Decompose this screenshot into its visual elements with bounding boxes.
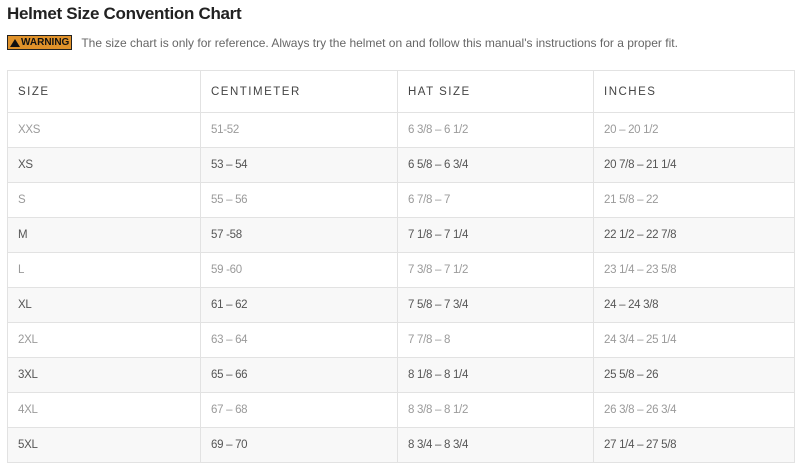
table-row: XXS 51-52 6 3/8 – 6 1/2 20 – 20 1/2 <box>7 112 795 148</box>
page-title: Helmet Size Convention Chart <box>7 4 242 23</box>
table-cell: 3XL <box>7 357 201 393</box>
table-row: 5XL 69 – 70 8 3/4 – 8 3/4 27 1/4 – 27 5/8 <box>7 427 795 463</box>
table-cell: 59 -60 <box>200 252 398 288</box>
table-cell: 6 3/8 – 6 1/2 <box>397 112 594 148</box>
table-cell: M <box>7 217 201 253</box>
table-cell: XL <box>7 287 201 323</box>
table-cell: 25 5/8 – 26 <box>593 357 795 393</box>
table-cell: S <box>7 182 201 218</box>
table-cell: 23 1/4 – 23 5/8 <box>593 252 795 288</box>
warning-badge-label: WARNING <box>21 37 70 48</box>
table-cell: 6 7/8 – 7 <box>397 182 594 218</box>
table-cell: 61 – 62 <box>200 287 398 323</box>
warning-notice: WARNING The size chart is only for refer… <box>7 35 678 50</box>
table-cell: 6 5/8 – 6 3/4 <box>397 147 594 183</box>
table-header-row: SIZE CENTIMETER HAT SIZE INCHES <box>7 70 795 113</box>
table-cell: XS <box>7 147 201 183</box>
table-cell: 20 – 20 1/2 <box>593 112 795 148</box>
warning-badge: WARNING <box>7 35 73 50</box>
table-cell: 67 – 68 <box>200 392 398 428</box>
table-row: 2XL 63 – 64 7 7/8 – 8 24 3/4 – 25 1/4 <box>7 322 795 358</box>
column-header: INCHES <box>593 70 795 113</box>
table-cell: 24 3/4 – 25 1/4 <box>593 322 795 358</box>
table-cell: L <box>7 252 201 288</box>
table-cell: XXS <box>7 112 201 148</box>
table-cell: 21 5/8 – 22 <box>593 182 795 218</box>
table-cell: 2XL <box>7 322 201 358</box>
table-cell: 7 1/8 – 7 1/4 <box>397 217 594 253</box>
table-cell: 53 – 54 <box>200 147 398 183</box>
table-row: L 59 -60 7 3/8 – 7 1/2 23 1/4 – 23 5/8 <box>7 252 795 288</box>
table-row: XL 61 – 62 7 5/8 – 7 3/4 24 – 24 3/8 <box>7 287 795 323</box>
table-cell: 5XL <box>7 427 201 463</box>
table-cell: 20 7/8 – 21 1/4 <box>593 147 795 183</box>
table-cell: 24 – 24 3/8 <box>593 287 795 323</box>
size-chart-table: SIZE CENTIMETER HAT SIZE INCHES XXS 51-52 6 3… <box>7 70 795 463</box>
table-row: S 55 – 56 6 7/8 – 7 21 5/8 – 22 <box>7 182 795 218</box>
column-header: SIZE <box>7 70 201 113</box>
table-cell: 7 3/8 – 7 1/2 <box>397 252 594 288</box>
warning-triangle-icon <box>10 38 20 47</box>
table-cell: 4XL <box>7 392 201 428</box>
table-cell: 7 5/8 – 7 3/4 <box>397 287 594 323</box>
column-header: CENTIMETER <box>200 70 398 113</box>
table-cell: 55 – 56 <box>200 182 398 218</box>
table-row: XS 53 – 54 6 5/8 – 6 3/4 20 7/8 – 21 1/4 <box>7 147 795 183</box>
table-cell: 8 3/4 – 8 3/4 <box>397 427 594 463</box>
table-cell: 7 7/8 – 8 <box>397 322 594 358</box>
table-cell: 63 – 64 <box>200 322 398 358</box>
table-row: 3XL 65 – 66 8 1/8 – 8 1/4 25 5/8 – 26 <box>7 357 795 393</box>
table-cell: 27 1/4 – 27 5/8 <box>593 427 795 463</box>
table-cell: 26 3/8 – 26 3/4 <box>593 392 795 428</box>
table-cell: 65 – 66 <box>200 357 398 393</box>
table-cell: 22 1/2 – 22 7/8 <box>593 217 795 253</box>
table-row: M 57 -58 7 1/8 – 7 1/4 22 1/2 – 22 7/8 <box>7 217 795 253</box>
column-header: HAT SIZE <box>397 70 594 113</box>
warning-text: The size chart is only for reference. Al… <box>81 35 678 50</box>
table-cell: 69 – 70 <box>200 427 398 463</box>
table-cell: 8 1/8 – 8 1/4 <box>397 357 594 393</box>
table-cell: 57 -58 <box>200 217 398 253</box>
table-row: 4XL 67 – 68 8 3/8 – 8 1/2 26 3/8 – 26 3/4 <box>7 392 795 428</box>
table-cell: 8 3/8 – 8 1/2 <box>397 392 594 428</box>
table-cell: 51-52 <box>200 112 398 148</box>
